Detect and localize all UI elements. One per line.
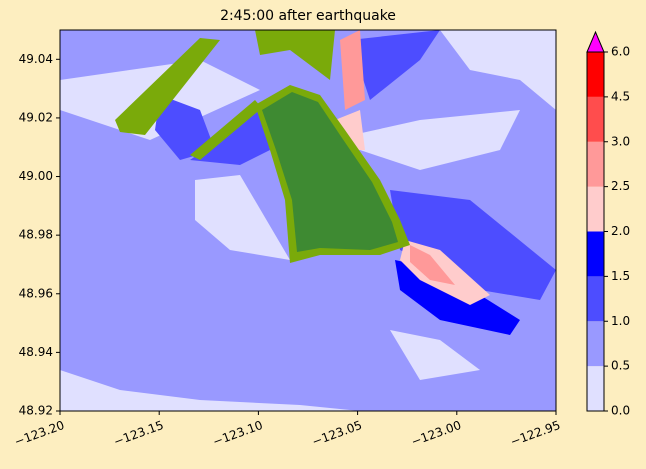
colorbar-tick-label: 1.0 xyxy=(611,314,630,328)
y-tick-label: 48.92 xyxy=(19,404,53,418)
chart-title: 2:45:00 after earthquake xyxy=(220,8,396,24)
colorbar-bin xyxy=(587,366,604,411)
x-tick-label: −123.15 xyxy=(112,418,166,449)
colorbar-bin xyxy=(587,186,604,232)
colorbar-tick-label: 1.5 xyxy=(611,269,630,283)
x-tick-label: −123.20 xyxy=(13,418,67,449)
colorbar-bin xyxy=(587,231,604,277)
colorbar-tick-label: 0.5 xyxy=(611,359,630,373)
map-field xyxy=(60,30,556,411)
colorbar-bin xyxy=(587,276,604,322)
colorbar-tick-label: 4.5 xyxy=(611,89,630,103)
colorbar-tick-label: 6.0 xyxy=(611,45,630,59)
x-tick-label: −123.10 xyxy=(211,418,265,449)
y-tick-label: 48.96 xyxy=(19,286,53,300)
colorbar-tick-label: 3.0 xyxy=(611,134,630,148)
colorbar-tick-label: 0.0 xyxy=(611,404,630,418)
x-tick-label: −122.95 xyxy=(509,418,563,449)
colorbar-bin xyxy=(587,141,604,187)
y-tick-label: 49.04 xyxy=(19,52,53,66)
plot-frame xyxy=(59,29,557,412)
x-tick-label: −123.05 xyxy=(310,418,364,449)
colorbar-tick-label: 2.5 xyxy=(611,179,630,193)
colorbar-over xyxy=(586,30,605,53)
y-tick-label: 49.02 xyxy=(19,110,53,124)
colorbar-tick-label: 2.0 xyxy=(611,224,630,238)
colorbar-bin xyxy=(587,96,604,142)
colorbar-bin xyxy=(587,321,604,367)
colorbar-bin xyxy=(587,52,604,97)
y-tick-label: 48.94 xyxy=(19,345,53,359)
y-tick-label: 49.00 xyxy=(19,169,53,183)
y-tick-label: 48.98 xyxy=(19,228,53,242)
x-tick-label: −123.00 xyxy=(409,418,463,449)
